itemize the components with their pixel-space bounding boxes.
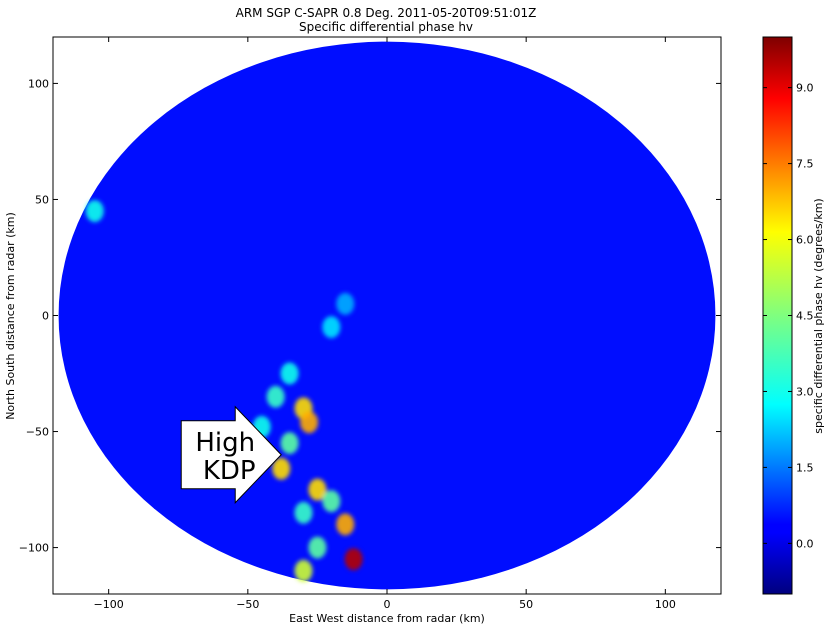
echo-cell — [322, 316, 341, 339]
echo-cell — [294, 559, 313, 582]
y-axis-label: North South distance from radar (km) — [4, 212, 17, 420]
chart-subtitle: Specific differential phase hv — [299, 20, 473, 34]
colorbar-tick-label: 0.0 — [796, 537, 814, 550]
x-tick-label: −100 — [94, 598, 124, 611]
x-tick-label: −50 — [236, 598, 259, 611]
echo-cell — [272, 457, 291, 480]
colorbar-tick-label: 6.0 — [796, 234, 814, 247]
annotation-line-2: KDP — [203, 456, 256, 486]
x-tick-label: 0 — [384, 598, 391, 611]
radar-coverage-disk — [58, 41, 716, 590]
colorbar-tick-label: 4.5 — [796, 310, 814, 323]
annotation-line-1: High — [195, 428, 255, 458]
colorbar-tick-label: 9.0 — [796, 82, 814, 95]
echo-cell — [85, 200, 104, 223]
x-tick-label: 100 — [655, 598, 676, 611]
y-tick-label: −100 — [19, 542, 49, 555]
x-tick-label: 50 — [519, 598, 533, 611]
y-tick-label: 50 — [35, 193, 49, 206]
x-axis-label: East West distance from radar (km) — [289, 612, 485, 625]
annotation-arrow — [180, 405, 282, 504]
colorbar-gradient — [762, 36, 793, 595]
colorbar-tick-label: 1.5 — [796, 461, 814, 474]
high-kdp-annotation: High KDP — [180, 405, 282, 504]
y-tick-label: 100 — [28, 77, 49, 90]
echo-cell — [294, 501, 313, 524]
echo-cell — [266, 385, 285, 408]
x-axis-ticks: −100 −50 0 50 100 — [94, 37, 676, 611]
echo-cell — [280, 362, 299, 385]
chart-title: ARM SGP C-SAPR 0.8 Deg. 2011-05-20T09:51… — [236, 6, 537, 20]
echo-cell — [300, 411, 319, 434]
plot-area — [58, 41, 716, 590]
y-tick-label: −50 — [26, 426, 49, 439]
y-axis-ticks: −100 −50 0 50 100 — [19, 77, 721, 555]
echo-cell — [336, 513, 355, 536]
echo-cell — [308, 536, 327, 559]
colorbar-label: specific differential phase hv (degrees/… — [812, 198, 825, 433]
colorbar: 0.0 1.5 3.0 4.5 6.0 7.5 9.0 specific different… — [762, 36, 825, 595]
colorbar-ticks: 0.0 1.5 3.0 4.5 6.0 7.5 9.0 — [763, 82, 814, 550]
y-tick-label: 0 — [42, 310, 49, 323]
echo-cell — [322, 490, 341, 513]
colorbar-tick-label: 7.5 — [796, 158, 814, 171]
echo-cell — [308, 478, 327, 501]
echo-cell — [344, 548, 363, 571]
echo-cell — [336, 292, 355, 315]
colorbar-tick-label: 3.0 — [796, 385, 814, 398]
echo-cell — [280, 432, 299, 455]
